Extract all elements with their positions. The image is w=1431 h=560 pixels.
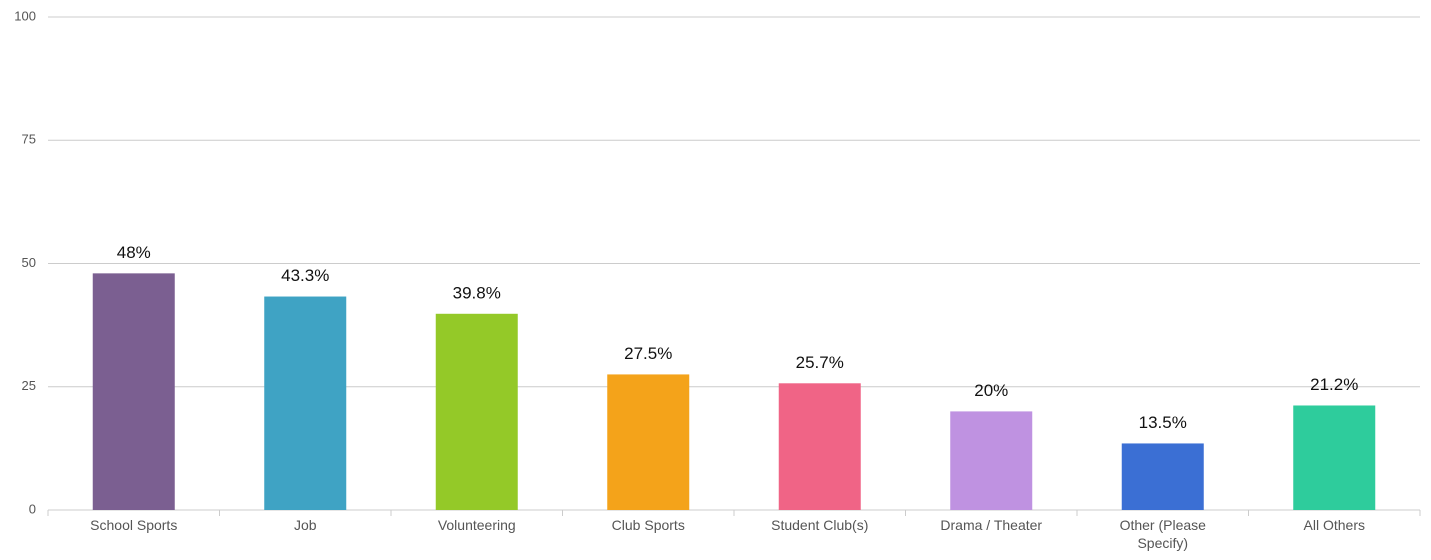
y-tick-label: 75 [22,132,36,147]
x-tick-label: Student Club(s) [771,517,869,533]
bar [950,411,1033,510]
bar [607,374,690,510]
bar [264,296,347,510]
value-label: 25.7% [796,353,844,372]
value-label: 20% [974,381,1008,400]
x-tick-label: Drama / Theater [940,517,1043,533]
value-label: 48% [117,243,151,262]
bar [778,383,861,510]
x-tick-label: Club Sports [611,517,685,533]
value-label: 39.8% [453,283,501,302]
bar [1293,405,1376,510]
x-tick-label: Volunteering [437,517,516,533]
bar [1121,443,1204,510]
value-label: 43.3% [281,266,329,285]
x-tick-label: All Others [1303,517,1365,533]
y-tick-label: 100 [14,8,36,23]
x-tick-label: School Sports [90,517,178,533]
value-label: 13.5% [1139,413,1187,432]
y-tick-label: 50 [22,255,36,270]
y-tick-label: 0 [29,501,36,516]
x-tick-label: Other (Please Specify) [1119,517,1206,551]
y-tick-label: 25 [22,378,36,393]
x-tick-label: Job [293,517,317,533]
value-label: 27.5% [624,344,672,363]
bar [92,273,175,510]
bar [435,313,518,510]
value-label: 21.2% [1310,375,1358,394]
